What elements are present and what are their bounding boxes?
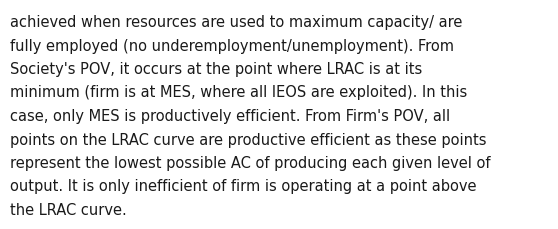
Text: case, only MES is productively efficient. From Firm's POV, all: case, only MES is productively efficient… [10,109,450,123]
Text: minimum (firm is at MES, where all IEOS are exploited). In this: minimum (firm is at MES, where all IEOS … [10,85,467,100]
Text: points on the LRAC curve are productive efficient as these points: points on the LRAC curve are productive … [10,132,487,147]
Text: fully employed (no underemployment/unemployment). From: fully employed (no underemployment/unemp… [10,38,454,53]
Text: represent the lowest possible AC of producing each given level of: represent the lowest possible AC of prod… [10,155,490,170]
Text: achieved when resources are used to maximum capacity/ are: achieved when resources are used to maxi… [10,15,463,30]
Text: Society's POV, it occurs at the point where LRAC is at its: Society's POV, it occurs at the point wh… [10,62,422,77]
Text: output. It is only inefficient of firm is operating at a point above: output. It is only inefficient of firm i… [10,179,477,194]
Text: the LRAC curve.: the LRAC curve. [10,202,127,217]
